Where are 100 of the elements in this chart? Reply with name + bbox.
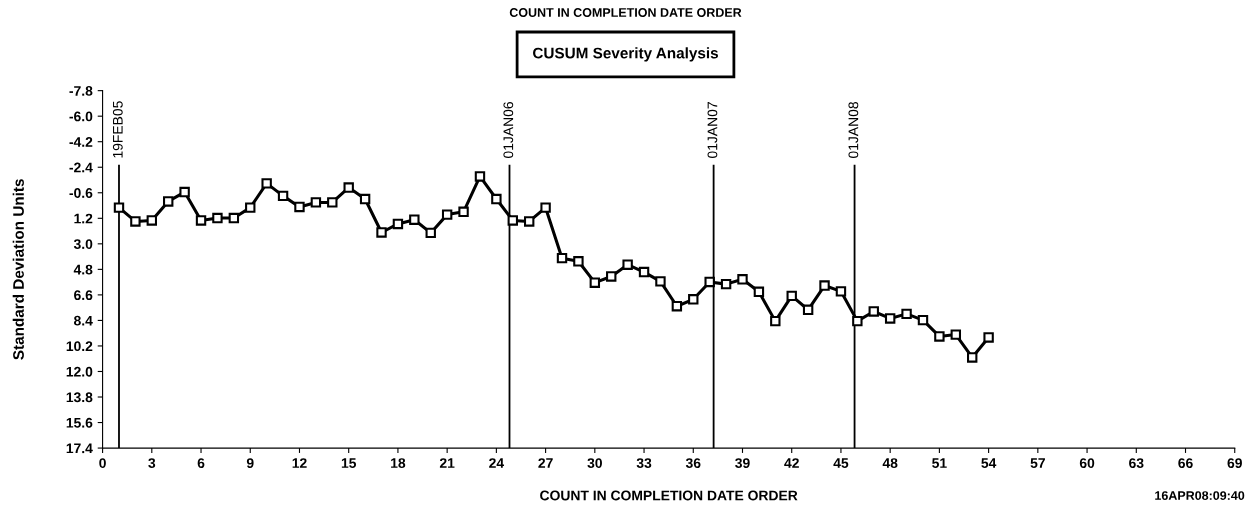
point — [245, 202, 256, 213]
point — [277, 190, 289, 202]
x-tick-label: 54 — [981, 458, 997, 468]
x-tick-label: 39 — [735, 458, 750, 469]
point — [441, 209, 453, 220]
point — [458, 206, 469, 217]
point — [967, 352, 978, 363]
point — [901, 308, 912, 320]
point — [343, 182, 354, 193]
y-tick-label: -7.8 — [69, 85, 93, 96]
point — [737, 274, 748, 285]
point — [868, 306, 879, 317]
y-tick-label: -6.0 — [69, 111, 93, 122]
ref-line-label: 01JAN06 — [503, 102, 514, 159]
point — [983, 332, 994, 343]
x-tick-label: 51 — [932, 458, 947, 468]
y-tick-label: 3.0 — [73, 239, 93, 250]
point — [163, 196, 174, 207]
point — [113, 202, 125, 213]
point — [392, 218, 404, 230]
point — [540, 202, 551, 213]
point — [671, 301, 683, 312]
point — [786, 290, 797, 302]
x-tick-label: 18 — [391, 458, 406, 468]
ref-line-label: 01JAN08 — [848, 102, 859, 159]
x-tick-label: 63 — [1129, 458, 1144, 469]
point — [934, 331, 945, 342]
text: 16APR08:09:40 — [1155, 491, 1245, 500]
point — [753, 286, 765, 297]
y-tick-label: -4.2 — [69, 137, 93, 147]
point — [852, 315, 863, 327]
point — [376, 227, 387, 238]
point — [310, 197, 322, 208]
x-tick-label: 42 — [784, 458, 799, 468]
point — [819, 280, 830, 291]
point — [409, 214, 420, 225]
chart-subtitle: COUNT IN COMPLETION DATE ORDER — [509, 8, 742, 17]
x-tick-label: 12 — [292, 458, 307, 468]
point — [556, 252, 568, 264]
x-tick-label: 3 — [148, 458, 156, 469]
point — [622, 259, 633, 270]
point — [917, 314, 929, 326]
point — [228, 212, 240, 224]
point — [130, 216, 141, 227]
y-tick-label: 6.6 — [74, 290, 93, 301]
point — [573, 256, 584, 267]
point — [425, 227, 436, 239]
point — [327, 197, 338, 208]
ref-line-label: 19FEB05 — [112, 101, 123, 158]
x-axis-title: COUNT IN COMPLETION DATE ORDER — [540, 490, 798, 501]
point — [491, 193, 502, 205]
point — [507, 215, 518, 226]
x-tick-label: 24 — [489, 458, 505, 468]
chart-title: CUSUM Severity Analysis — [533, 47, 718, 62]
x-tick-label: 45 — [833, 458, 849, 468]
point — [770, 315, 781, 327]
point — [474, 171, 486, 182]
point — [884, 313, 896, 324]
point — [950, 329, 962, 340]
y-tick-label: 13.8 — [66, 392, 93, 403]
y-tick-label: 10.2 — [66, 341, 93, 352]
y-tick-label: 1.2 — [74, 213, 93, 224]
point — [835, 286, 847, 297]
point — [195, 215, 207, 226]
ref-line-label: 01JAN07 — [707, 102, 718, 159]
point — [179, 186, 190, 198]
x-tick-label: 48 — [882, 458, 898, 468]
x-tick-label: 15 — [341, 458, 357, 468]
x-tick-label: 69 — [1227, 458, 1242, 468]
point — [146, 215, 158, 226]
y-tick-label: -0.6 — [69, 188, 93, 198]
point — [606, 271, 617, 282]
x-tick-label: 60 — [1079, 458, 1095, 468]
y-axis-title: Standard Deviation Units — [12, 179, 24, 360]
y-tick-label: 17.4 — [66, 443, 93, 454]
x-tick-label: 21 — [439, 458, 455, 468]
x-tick-label: 57 — [1030, 458, 1045, 468]
point — [294, 201, 305, 213]
point — [523, 216, 535, 227]
point — [720, 278, 732, 290]
point — [688, 294, 699, 305]
x-tick-label: 66 — [1178, 458, 1193, 468]
x-tick-label: 0 — [99, 458, 106, 468]
point — [704, 276, 715, 288]
point — [655, 276, 666, 287]
x-tick-label: 9 — [246, 458, 254, 468]
point — [212, 212, 223, 224]
y-tick-label: -2.4 — [69, 162, 93, 173]
x-tick-label: 6 — [197, 458, 205, 468]
point — [589, 277, 601, 288]
x-tick-label: 33 — [636, 458, 652, 469]
y-tick-label: 12.0 — [66, 366, 93, 377]
x-tick-label: 27 — [538, 458, 553, 468]
y-tick-label: 15.6 — [66, 417, 93, 428]
y-tick-label: 4.8 — [73, 264, 93, 275]
point — [802, 304, 814, 315]
point — [359, 193, 371, 205]
point — [638, 266, 650, 278]
y-tick-label: 8.4 — [73, 315, 93, 326]
point — [261, 178, 272, 189]
